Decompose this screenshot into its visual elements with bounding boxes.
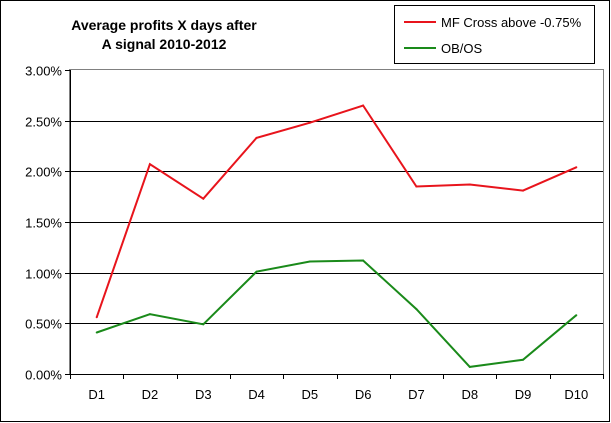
data-point [308,121,311,124]
x-tick-label: D9 [515,387,532,402]
y-tick-label: 0.50% [25,317,62,332]
data-point [308,260,311,263]
gridlines [70,121,603,324]
y-tick-label: 2.50% [25,115,62,130]
data-point [415,185,418,188]
y-tick-label: 0.00% [25,368,62,383]
x-tick-label: D6 [355,387,372,402]
data-point [255,270,258,273]
data-point [575,314,578,317]
x-tick-label: D7 [408,387,425,402]
data-point [202,197,205,200]
chart-title-line-2: A signal 2010-2012 [102,36,227,52]
data-point [468,365,471,368]
data-point [415,308,418,311]
series-line-mf-cross [95,104,577,318]
y-tick-label: 2.00% [25,165,62,180]
data-point [575,166,578,169]
data-point [522,358,524,361]
data-point [202,323,205,326]
x-tick-label: D4 [248,387,265,402]
data-point [362,104,365,107]
y-tick-label: 1.00% [25,267,62,282]
y-tick-label: 3.00% [25,64,62,79]
legend-label-mf-cross: MF Cross above -0.75% [441,15,582,30]
y-axis: 0.00% 0.50% 1.00% 1.50% 2.00% 2.50% 3.00% [25,64,71,383]
data-point [148,163,151,166]
chart-title-line-1: Average profits X days after [71,17,257,33]
x-tick-label: D1 [88,387,105,402]
x-axis: D1 D2 D3 D4 D5 D6 D7 D8 D9 D10 [70,374,604,402]
y-tick-label: 1.50% [25,216,62,231]
data-point [95,316,98,319]
legend: MF Cross above -0.75% OB/OS [394,5,595,64]
series-lines [95,104,578,368]
x-tick-label: D2 [142,387,159,402]
series-line-obos [96,259,577,368]
data-point [95,331,98,334]
legend-label-obos: OB/OS [441,41,483,56]
data-point [148,313,151,316]
x-tick-label: D10 [564,387,588,402]
data-point [255,136,258,139]
x-tick-label: D3 [195,387,212,402]
data-point [522,189,524,192]
x-tick-label: D5 [302,387,319,402]
data-point [468,183,471,186]
x-tick-label: D8 [461,387,478,402]
data-point [362,259,365,262]
legend-box [394,5,595,64]
